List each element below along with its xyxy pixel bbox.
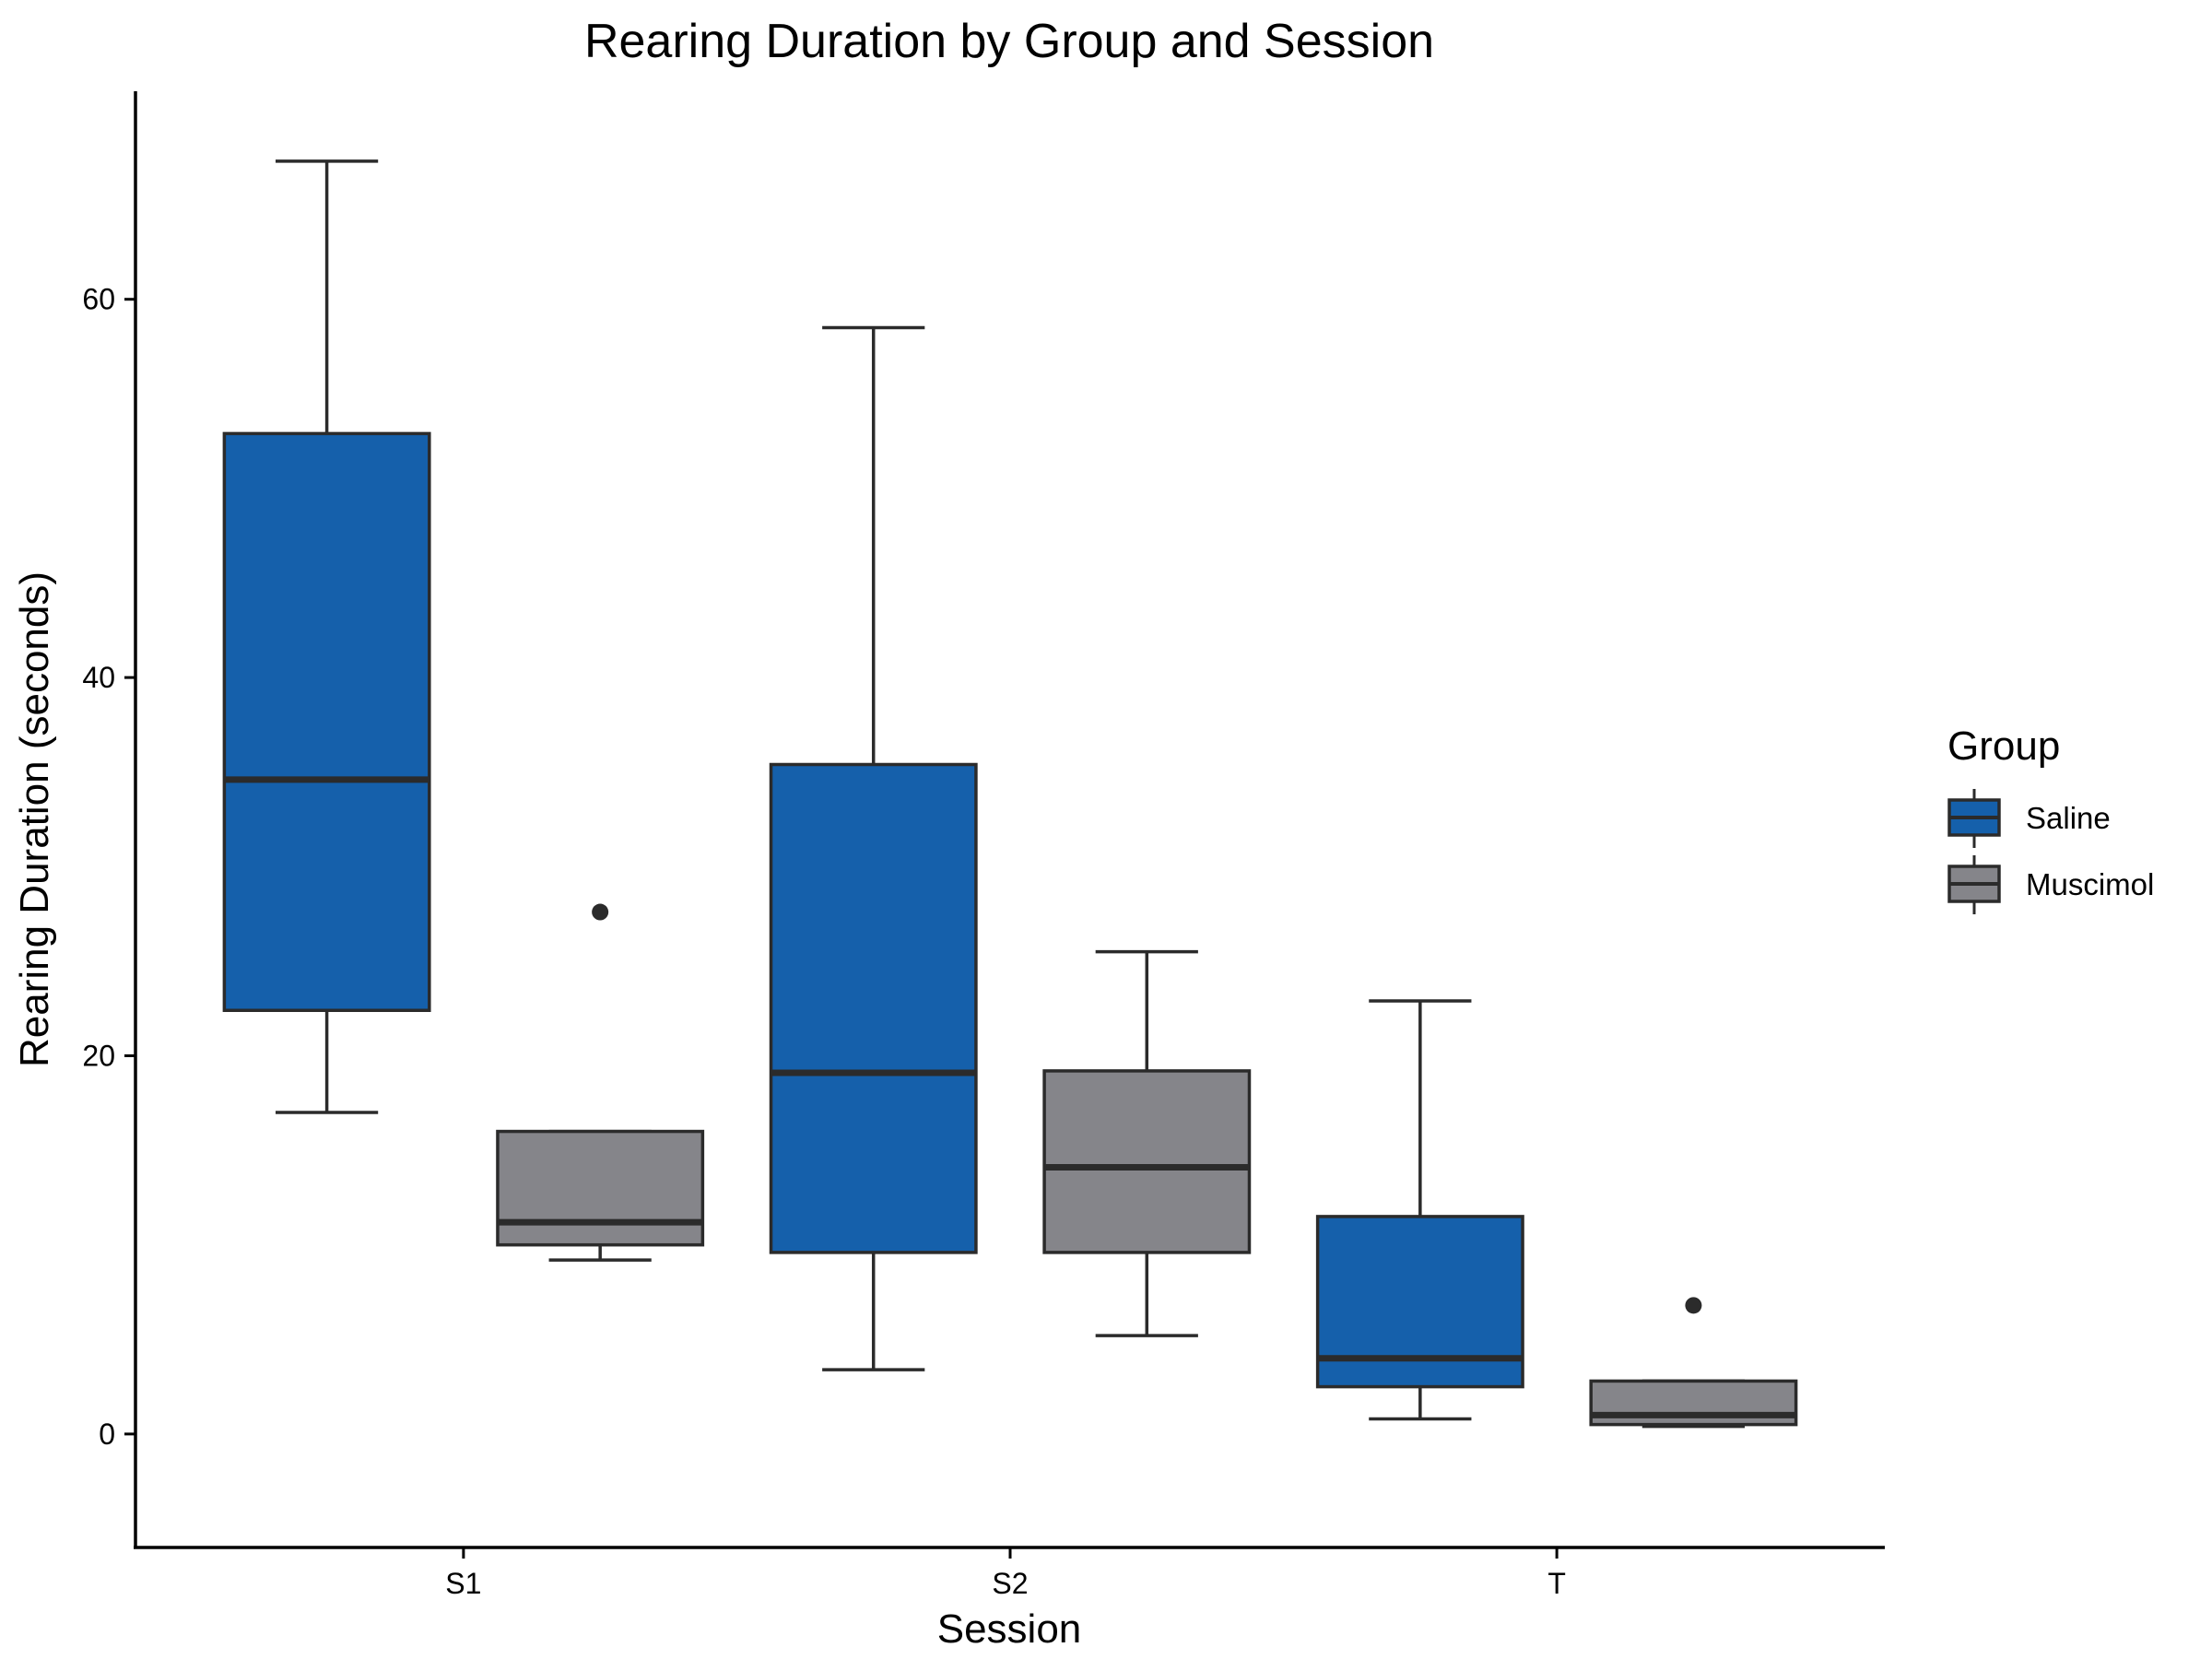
legend-items: Saline Muscimol — [1947, 789, 2154, 914]
boxplot-muscimol-s2 — [1042, 949, 1252, 1337]
outlier-point — [592, 903, 609, 921]
x-axis-title: Session — [937, 1606, 1082, 1652]
box-iqr — [1042, 1069, 1252, 1254]
legend-item-saline: Saline — [1947, 789, 2111, 848]
box-iqr — [222, 431, 431, 1012]
y-axis-title: Rearing Duration (seconds) — [12, 571, 57, 1067]
x-tick-label: T — [1547, 1567, 1566, 1600]
legend-item-muscimol: Muscimol — [1947, 855, 2154, 914]
chart-title: Rearing Duration by Group and Session — [584, 15, 1434, 68]
y-tick-label: 60 — [82, 283, 115, 316]
box-iqr — [496, 1129, 705, 1247]
box-iqr — [769, 762, 978, 1254]
y-axis-ticks: 0 20 40 60 — [82, 283, 135, 1451]
legend-label: Saline — [2026, 801, 2111, 835]
y-tick-label: 20 — [82, 1039, 115, 1072]
legend-label: Muscimol — [2026, 867, 2154, 901]
boxplot-muscimol-s1 — [496, 903, 705, 1262]
boxplot-saline-s2 — [769, 325, 978, 1371]
outlier-point — [1685, 1297, 1702, 1314]
x-tick-label: S1 — [445, 1567, 481, 1600]
boxplot-saline-t — [1315, 999, 1524, 1421]
y-tick-label: 0 — [99, 1418, 115, 1451]
y-tick-label: 40 — [82, 661, 115, 694]
legend-title: Group — [1947, 724, 2060, 769]
boxplot-saline-s1 — [222, 159, 431, 1114]
boxplot-muscimol-t — [1589, 1297, 1798, 1429]
x-axis-ticks: S1 S2 T — [445, 1547, 1566, 1600]
plot-area — [222, 159, 1798, 1429]
legend: Group Saline Muscimol — [1947, 724, 2154, 914]
x-tick-label: S2 — [992, 1567, 1028, 1600]
